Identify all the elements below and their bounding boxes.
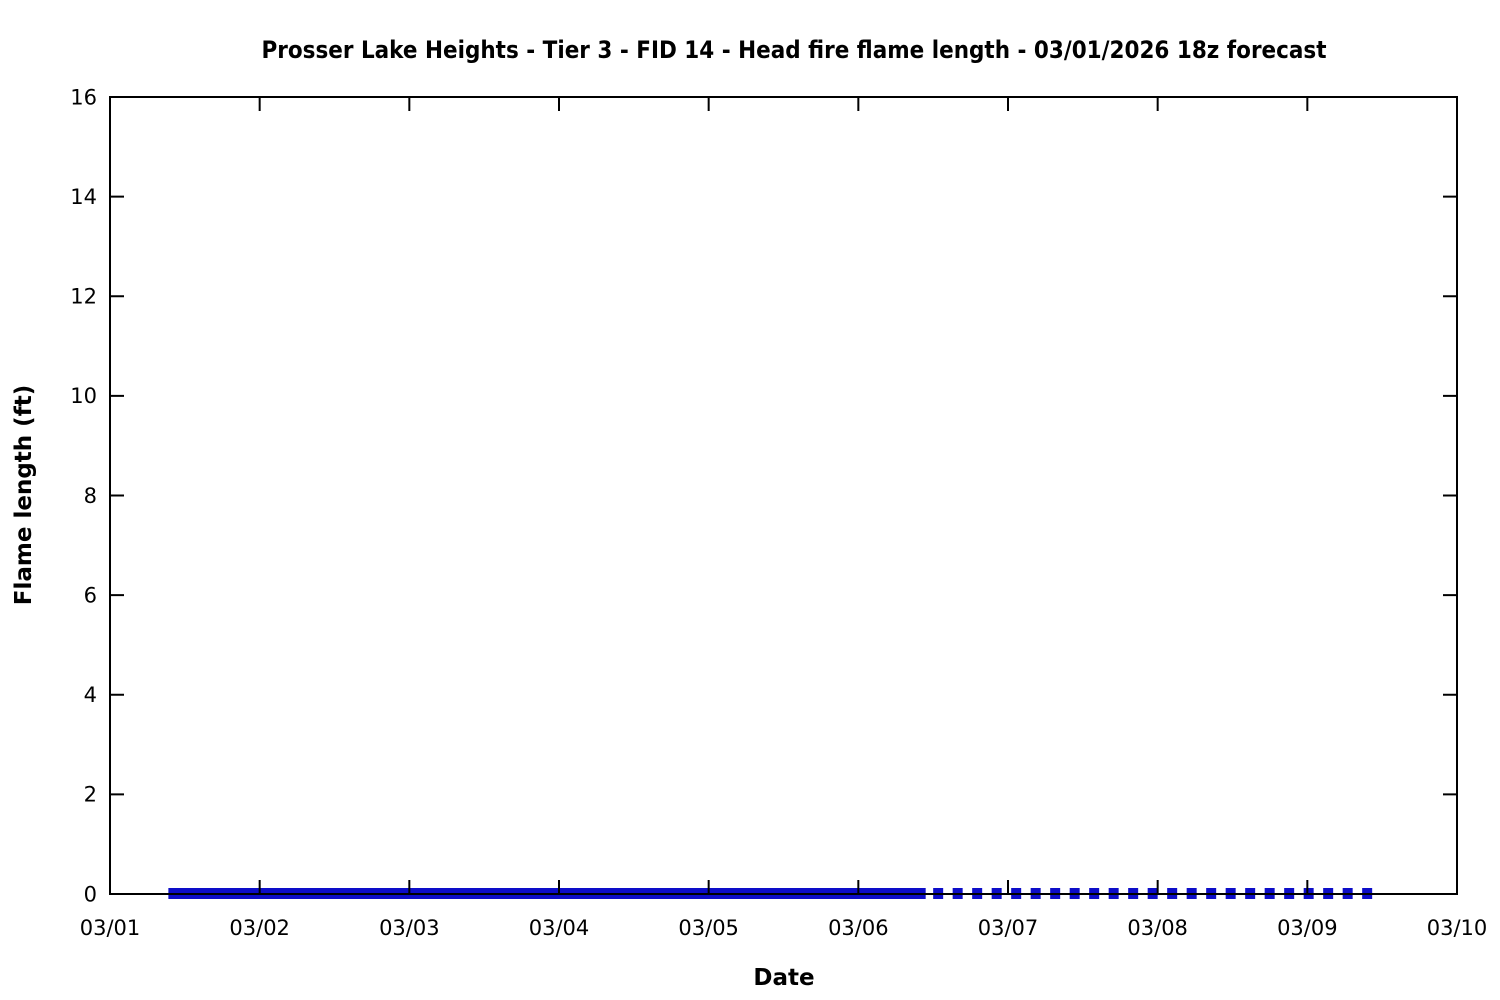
y-tick-label: 6 xyxy=(84,583,97,607)
y-tick-label: 10 xyxy=(70,384,97,408)
x-tick-label: 03/07 xyxy=(978,916,1039,940)
y-tick-label: 14 xyxy=(70,185,97,209)
x-tick-label: 03/08 xyxy=(1127,916,1188,940)
x-tick-label: 03/03 xyxy=(379,916,440,940)
plot-area-frame xyxy=(109,96,1458,895)
y-tick-label: 12 xyxy=(70,285,97,309)
y-tick-label: 0 xyxy=(84,882,97,906)
x-tick-label: 03/01 xyxy=(80,916,141,940)
y-axis-label: Flame length (ft) xyxy=(11,385,37,605)
x-tick-label: 03/02 xyxy=(229,916,290,940)
y-tick-label: 4 xyxy=(84,683,97,707)
x-tick-label: 03/10 xyxy=(1427,916,1488,940)
x-axis-label: Date xyxy=(753,965,814,991)
tick-labels-group: 03/01 03/02 03/03 03/04 03/05 03/06 03/07 03/08… xyxy=(70,85,1487,940)
y-tick-label: 2 xyxy=(84,783,97,807)
chart-title: Prosser Lake Heights - Tier 3 - FID 14 -… xyxy=(262,36,1327,64)
x-tick-label: 03/04 xyxy=(529,916,590,940)
x-tick-label: 03/09 xyxy=(1277,916,1338,940)
x-tick-label: 03/05 xyxy=(678,916,739,940)
y-tick-label: 16 xyxy=(70,85,97,109)
ticks-group xyxy=(109,96,1458,895)
y-tick-label: 8 xyxy=(84,484,97,508)
x-tick-label: 03/06 xyxy=(828,916,889,940)
